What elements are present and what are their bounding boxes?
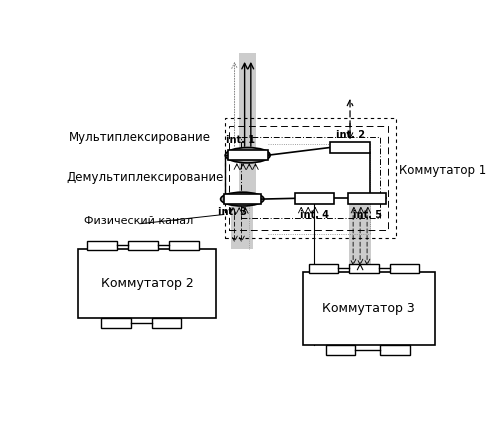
Text: Демультиплексирование: Демультиплексирование bbox=[66, 171, 224, 184]
Bar bbox=[152, 319, 181, 328]
Bar bbox=[224, 194, 261, 204]
Bar bbox=[348, 193, 387, 204]
Text: int. 4: int. 4 bbox=[300, 209, 329, 220]
Bar bbox=[170, 241, 199, 250]
Text: int. 2: int. 2 bbox=[336, 130, 364, 140]
Bar bbox=[78, 249, 216, 319]
Bar bbox=[239, 53, 256, 153]
Text: Физический канал: Физический канал bbox=[84, 216, 194, 226]
Bar bbox=[309, 264, 338, 273]
Bar bbox=[390, 264, 419, 273]
Text: int. 5: int. 5 bbox=[352, 209, 382, 220]
Text: Мультиплексирование: Мультиплексирование bbox=[68, 131, 210, 144]
Bar bbox=[295, 193, 334, 204]
Bar bbox=[330, 142, 370, 153]
Bar bbox=[229, 126, 388, 230]
Text: int. 1: int. 1 bbox=[226, 135, 255, 145]
Bar bbox=[101, 319, 130, 328]
Ellipse shape bbox=[225, 147, 270, 163]
Bar bbox=[239, 160, 256, 195]
Bar bbox=[380, 345, 410, 355]
Text: int. 3: int. 3 bbox=[218, 207, 248, 217]
Bar bbox=[232, 204, 253, 249]
Ellipse shape bbox=[220, 192, 264, 206]
Bar bbox=[88, 241, 117, 250]
Bar bbox=[241, 137, 380, 218]
Bar bbox=[303, 272, 434, 345]
Bar bbox=[349, 264, 378, 273]
Bar bbox=[349, 204, 371, 272]
Bar bbox=[228, 150, 268, 160]
Bar bbox=[326, 345, 356, 355]
Text: Коммутатор 3: Коммутатор 3 bbox=[322, 302, 415, 315]
Text: Коммутатор 1: Коммутатор 1 bbox=[399, 164, 486, 177]
Bar bbox=[225, 118, 396, 238]
Text: Коммутатор 2: Коммутатор 2 bbox=[100, 277, 194, 290]
Bar bbox=[128, 241, 158, 250]
